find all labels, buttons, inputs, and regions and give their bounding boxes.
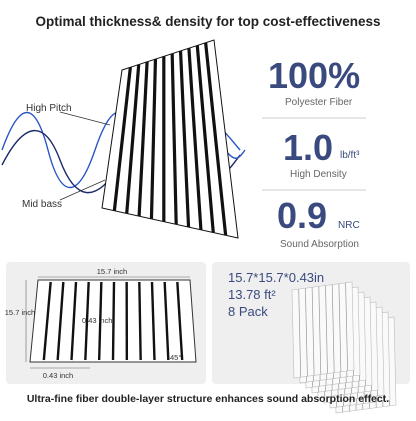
shape xyxy=(139,282,140,360)
shape xyxy=(113,282,114,360)
dim-label: 15.7 inch xyxy=(97,267,127,276)
wave-label: High Pitch xyxy=(26,103,72,114)
spec-unit: lb/ft³ xyxy=(340,150,360,161)
spec-unit: NRC xyxy=(338,220,360,231)
wave-label: Mid bass xyxy=(22,199,62,210)
package-area: 13.78 ft² xyxy=(228,287,276,302)
spec-value: 1.0 xyxy=(283,127,333,168)
spec-label: Polyester Fiber xyxy=(285,97,353,108)
package-count: 8 Pack xyxy=(228,304,268,319)
shape xyxy=(292,282,354,378)
dim-label: 45° xyxy=(170,353,181,362)
dim-label: 0.43 inch xyxy=(82,316,112,325)
acoustic-panel xyxy=(102,40,238,238)
package-size: 15.7*15.7*0.43in xyxy=(228,270,324,285)
spec-label: High Density xyxy=(290,169,347,180)
spec-label: Sound Absorption xyxy=(280,239,359,250)
footer: Ultra-fine fiber double-layer structure … xyxy=(27,393,389,405)
dim-label: 0.43 inch xyxy=(43,371,73,380)
spec-value: 0.9 xyxy=(277,195,327,236)
spec-value: 100% xyxy=(268,55,360,96)
dim-label: 15.7 inch xyxy=(5,308,35,317)
title: Optimal thickness& density for top cost-… xyxy=(35,14,380,29)
